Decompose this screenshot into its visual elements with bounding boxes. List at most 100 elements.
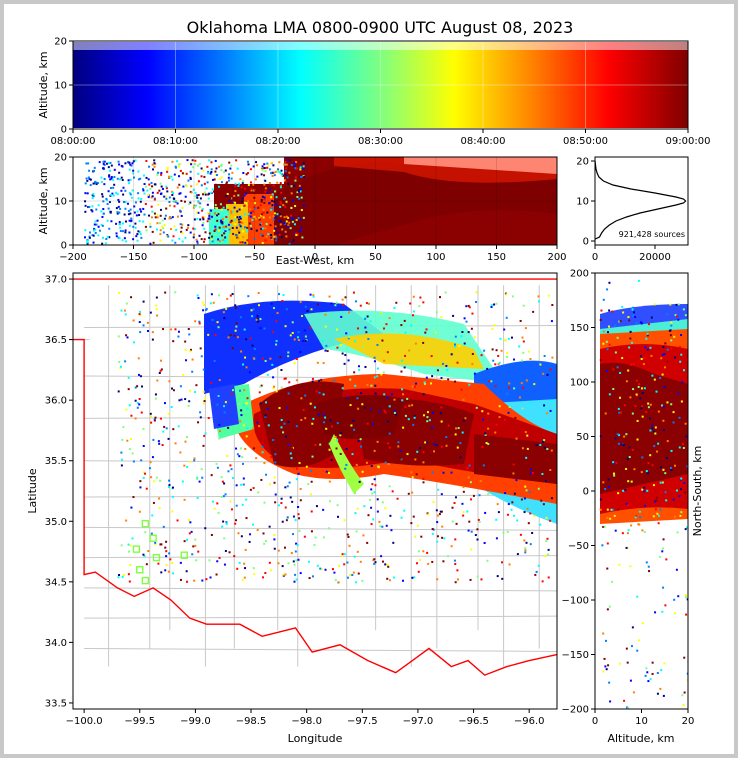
source-point: [303, 175, 306, 178]
source-point: [214, 183, 217, 186]
source-point: [408, 404, 411, 407]
source-point: [649, 678, 652, 681]
source-point: [423, 446, 426, 449]
source-point: [287, 562, 290, 565]
source-point: [518, 396, 521, 399]
source-point: [142, 444, 145, 447]
source-point: [246, 230, 249, 233]
source-point: [426, 512, 429, 515]
source-point: [324, 325, 327, 328]
source-point: [495, 423, 498, 426]
source-point: [302, 168, 305, 171]
source-point: [641, 405, 644, 408]
source-point: [662, 694, 665, 697]
source-point: [179, 578, 182, 581]
source-point: [347, 535, 350, 538]
source-point: [431, 560, 434, 563]
source-point: [640, 322, 643, 325]
source-point: [180, 199, 183, 202]
source-point: [628, 446, 631, 449]
source-point: [252, 357, 255, 360]
source-point: [661, 481, 664, 484]
source-point: [549, 425, 552, 428]
source-point: [666, 348, 669, 351]
source-point: [210, 161, 213, 164]
source-point: [651, 424, 654, 427]
source-point: [151, 185, 154, 188]
source-point: [89, 184, 92, 187]
source-point: [124, 240, 127, 243]
source-point: [656, 450, 659, 453]
source-point: [88, 236, 91, 239]
source-point: [476, 528, 479, 531]
source-point: [150, 532, 153, 535]
source-point: [129, 212, 132, 215]
source-point: [534, 573, 537, 576]
source-point: [218, 240, 221, 243]
source-point: [309, 326, 312, 329]
source-point: [234, 190, 237, 193]
source-point: [646, 489, 649, 492]
source-point: [200, 238, 203, 241]
source-point: [165, 235, 168, 238]
source-point: [632, 306, 635, 309]
source-point: [643, 387, 646, 390]
source-point: [520, 498, 523, 501]
source-point: [655, 496, 658, 499]
source-point: [497, 354, 500, 357]
source-point: [168, 380, 171, 383]
source-point: [344, 354, 347, 357]
source-point: [161, 219, 164, 222]
source-point: [383, 393, 386, 396]
source-point: [226, 192, 229, 195]
source-point: [290, 239, 293, 242]
source-point: [220, 181, 223, 184]
source-point: [178, 237, 181, 240]
source-point: [210, 171, 213, 174]
source-point: [631, 308, 634, 311]
source-point: [324, 349, 327, 352]
source-point: [649, 403, 652, 406]
source-point: [502, 531, 505, 534]
source-point: [684, 422, 687, 425]
source-point: [529, 357, 532, 360]
source-point: [450, 471, 453, 474]
source-point: [243, 328, 246, 331]
source-point: [283, 197, 286, 200]
source-point: [210, 533, 213, 536]
source-point: [233, 334, 236, 337]
source-point: [288, 171, 291, 174]
source-point: [453, 502, 456, 505]
source-point: [685, 613, 688, 616]
source-point: [412, 314, 415, 317]
source-point: [393, 307, 396, 310]
source-point: [681, 694, 684, 697]
source-point: [388, 446, 391, 449]
source-point: [291, 500, 294, 503]
source-point: [196, 496, 199, 499]
source-point: [105, 237, 108, 240]
source-point: [679, 514, 682, 517]
source-point: [203, 175, 206, 178]
source-point: [206, 181, 209, 184]
source-point: [339, 432, 342, 435]
source-point: [436, 535, 439, 538]
source-point: [295, 218, 298, 221]
source-point: [158, 371, 161, 374]
source-point: [284, 205, 287, 208]
source-point: [447, 378, 450, 381]
source-point: [133, 341, 136, 344]
source-point: [520, 359, 523, 362]
source-point: [263, 327, 266, 330]
source-point: [159, 479, 162, 482]
source-point: [129, 208, 132, 211]
source-point: [101, 236, 104, 239]
source-point: [86, 179, 89, 182]
source-point: [497, 363, 500, 366]
source-point: [522, 304, 525, 307]
source-point: [623, 435, 626, 438]
source-point: [151, 456, 154, 459]
source-point: [237, 532, 240, 535]
lma-figure: Oklahoma LMA 0800-0900 UTC August 08, 20…: [26, 18, 710, 745]
